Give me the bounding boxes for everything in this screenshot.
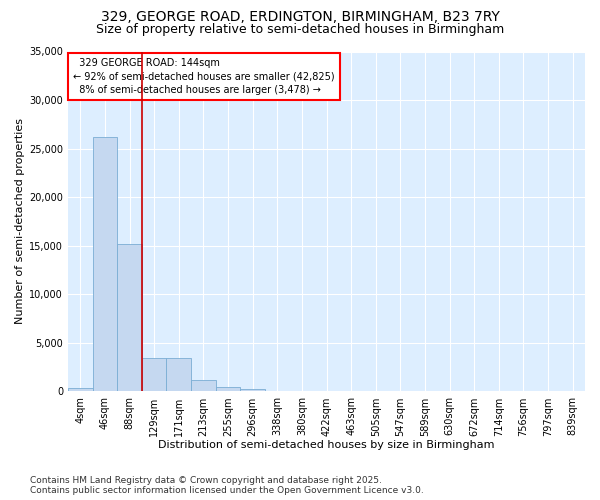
- Bar: [166, 358, 191, 392]
- Text: 329, GEORGE ROAD, ERDINGTON, BIRMINGHAM, B23 7RY: 329, GEORGE ROAD, ERDINGTON, BIRMINGHAM,…: [101, 10, 499, 24]
- Bar: [216, 386, 241, 392]
- Text: 329 GEORGE ROAD: 144sqm  
← 92% of semi-detached houses are smaller (42,825)
  8: 329 GEORGE ROAD: 144sqm ← 92% of semi-de…: [73, 58, 335, 94]
- Bar: [68, 388, 92, 392]
- Text: Contains HM Land Registry data © Crown copyright and database right 2025.
Contai: Contains HM Land Registry data © Crown c…: [30, 476, 424, 495]
- Y-axis label: Number of semi-detached properties: Number of semi-detached properties: [15, 118, 25, 324]
- Bar: [191, 380, 216, 392]
- Text: Size of property relative to semi-detached houses in Birmingham: Size of property relative to semi-detach…: [96, 22, 504, 36]
- X-axis label: Distribution of semi-detached houses by size in Birmingham: Distribution of semi-detached houses by …: [158, 440, 495, 450]
- Bar: [241, 388, 265, 392]
- Bar: [92, 137, 117, 392]
- Bar: [142, 358, 166, 392]
- Bar: [117, 244, 142, 392]
